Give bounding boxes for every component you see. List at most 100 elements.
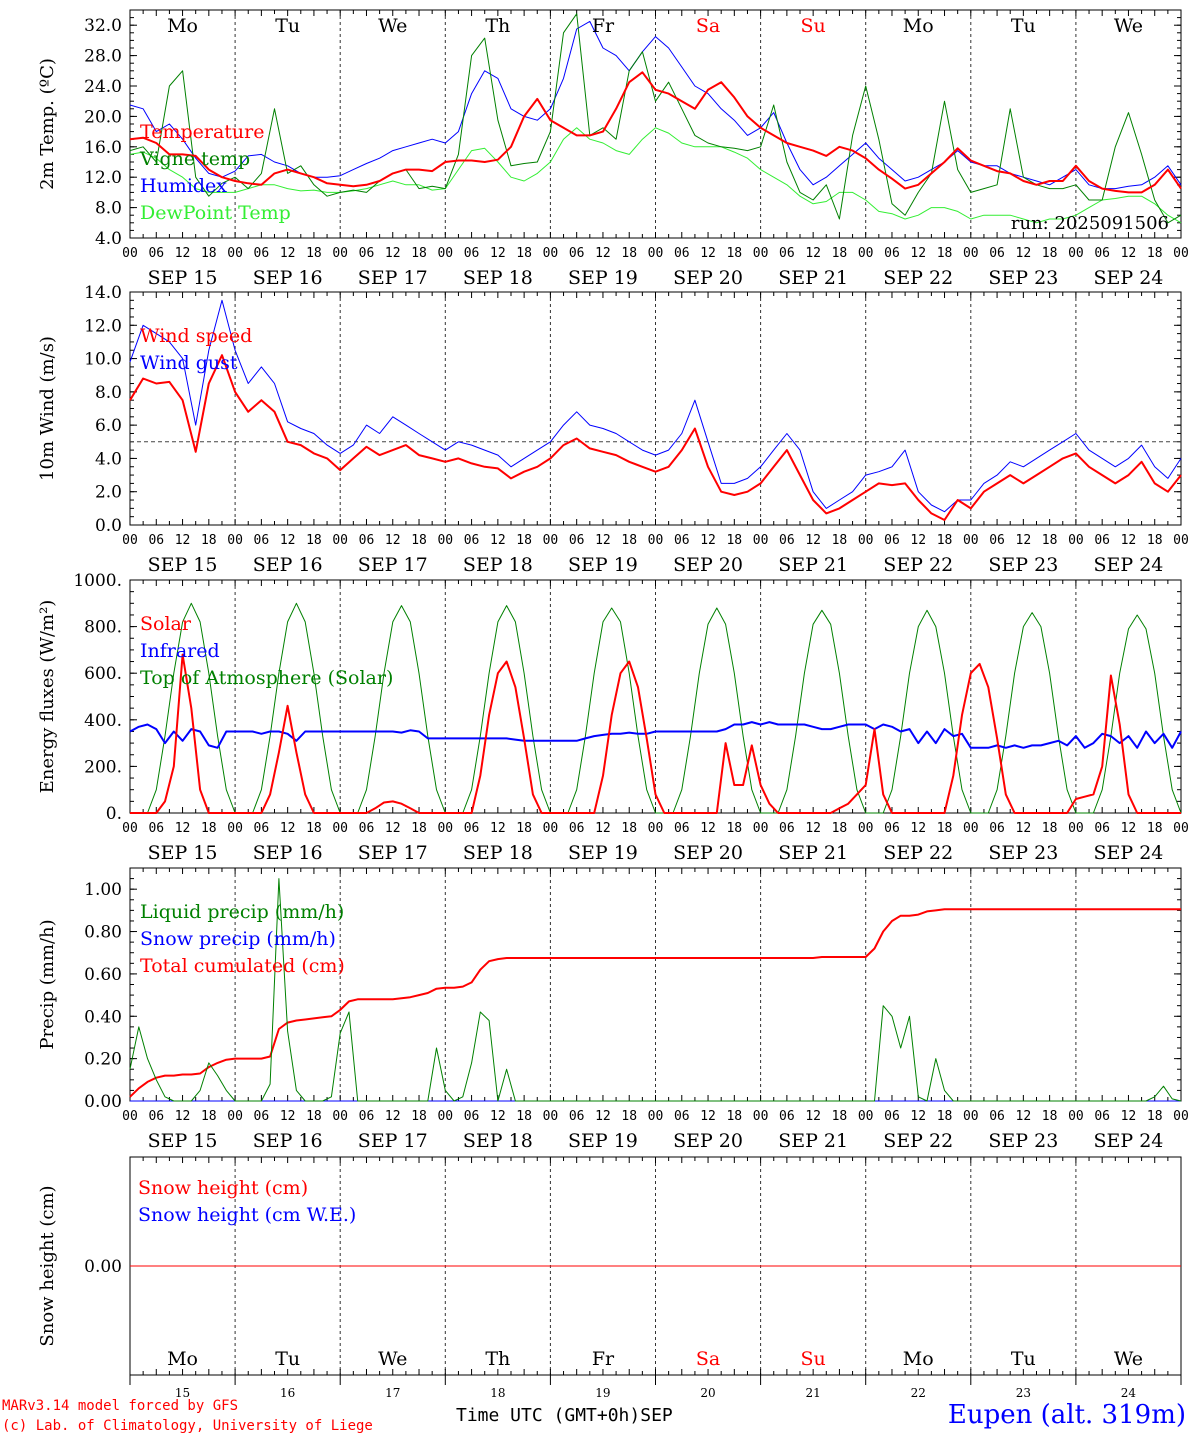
- hour-label: 06: [148, 246, 164, 261]
- hour-label: 06: [569, 533, 585, 548]
- hour-label: 00: [1173, 821, 1189, 836]
- hour-label: 12: [1121, 533, 1137, 548]
- date-label: SEP 18: [463, 554, 533, 576]
- hour-label: 12: [1016, 1109, 1032, 1124]
- hour-label: 00: [437, 821, 453, 836]
- date-label: SEP 21: [778, 1130, 848, 1152]
- series-line-1: [129, 721, 1182, 749]
- y-tick-label: 600.: [84, 664, 122, 684]
- hour-label: 12: [700, 533, 716, 548]
- hour-label: 00: [543, 821, 559, 836]
- day-name: We: [1114, 1348, 1143, 1370]
- hour-label: 12: [595, 246, 611, 261]
- day-number: 17: [385, 1386, 400, 1400]
- hour-label: 00: [122, 246, 138, 261]
- date-label: SEP 22: [883, 842, 953, 864]
- y-axis-label: 2m Temp. (ºC): [37, 58, 58, 190]
- hour-label: 18: [306, 533, 322, 548]
- hour-label: 12: [1121, 246, 1137, 261]
- hour-label: 12: [595, 533, 611, 548]
- day-name: Su: [801, 1348, 826, 1370]
- hour-label: 12: [490, 821, 506, 836]
- y-tick-label: 0.80: [84, 923, 122, 943]
- date-label: SEP 19: [568, 1130, 638, 1152]
- day-number: 19: [595, 1386, 610, 1400]
- hour-label: 18: [726, 821, 742, 836]
- hour-label: 12: [700, 246, 716, 261]
- day-number: 16: [280, 1386, 295, 1400]
- footer-model: MARv3.14 model forced by GFS: [2, 1398, 239, 1414]
- hour-label: 12: [280, 821, 296, 836]
- date-label: SEP 23: [988, 267, 1058, 289]
- hour-label: 18: [411, 821, 427, 836]
- date-label: SEP 19: [568, 842, 638, 864]
- hour-label: 12: [910, 821, 926, 836]
- hour-label: 06: [1094, 821, 1110, 836]
- hour-label: 06: [1094, 1109, 1110, 1124]
- hour-label: 00: [1173, 246, 1189, 261]
- hour-label: 00: [1068, 533, 1084, 548]
- series-line-1: [129, 299, 1182, 513]
- hour-label: 12: [805, 246, 821, 261]
- hour-label: 12: [1121, 821, 1137, 836]
- hour-label: 00: [648, 246, 664, 261]
- hour-label: 12: [1016, 533, 1032, 548]
- y-tick-label: 24.0: [84, 77, 122, 97]
- day-name: Th: [485, 1348, 510, 1370]
- day-name: Sa: [696, 1348, 720, 1370]
- legend-entry: Liquid precip (mm/h): [140, 901, 344, 923]
- hour-label: 12: [1121, 1109, 1137, 1124]
- day-number: 24: [1121, 1386, 1137, 1400]
- hour-label: 00: [332, 246, 348, 261]
- date-label: SEP 24: [1094, 554, 1164, 576]
- date-label: SEP 20: [673, 267, 743, 289]
- hour-label: 18: [937, 533, 953, 548]
- hour-label: 18: [937, 821, 953, 836]
- hour-label: 12: [805, 1109, 821, 1124]
- hour-label: 12: [385, 1109, 401, 1124]
- hour-label: 00: [1173, 1109, 1189, 1124]
- y-tick-label: 8.0: [95, 383, 122, 403]
- date-label: SEP 16: [253, 842, 323, 864]
- run-label: run: 2025091506: [1011, 213, 1169, 234]
- y-tick-label: 16.0: [84, 138, 122, 158]
- hour-label: 06: [674, 1109, 690, 1124]
- hour-label: 18: [306, 1109, 322, 1124]
- hour-label: 18: [1042, 533, 1058, 548]
- xaxis-title: Time UTC (GMT+0h)SEP: [456, 1405, 673, 1426]
- hour-label: 00: [122, 1109, 138, 1124]
- date-label: SEP 16: [253, 1130, 323, 1152]
- hour-label: 18: [832, 533, 848, 548]
- hour-label: 06: [884, 821, 900, 836]
- hour-label: 18: [726, 533, 742, 548]
- day-name: We: [1114, 15, 1143, 37]
- hour-label: 12: [175, 533, 191, 548]
- hour-label: 06: [779, 821, 795, 836]
- hour-label: 00: [753, 246, 769, 261]
- series-line-2: [130, 602, 1182, 814]
- day-name: Mo: [903, 1348, 934, 1370]
- day-name: Fr: [592, 1348, 615, 1370]
- hour-label: 12: [280, 533, 296, 548]
- date-label: SEP 22: [883, 554, 953, 576]
- y-tick-label: 200.: [84, 757, 122, 777]
- hour-label: 12: [175, 821, 191, 836]
- day-name: Tu: [275, 15, 300, 37]
- hour-label: 00: [963, 533, 979, 548]
- y-tick-label: 1000.: [73, 571, 122, 591]
- hour-label: 00: [1068, 246, 1084, 261]
- hour-label: 18: [516, 533, 532, 548]
- hour-label: 00: [648, 821, 664, 836]
- hour-label: 18: [411, 246, 427, 261]
- hour-label: 06: [359, 1109, 375, 1124]
- hour-label: 00: [858, 821, 874, 836]
- legend-entry: Wind gust: [140, 352, 238, 374]
- hour-label: 00: [858, 1109, 874, 1124]
- hour-label: 12: [280, 1109, 296, 1124]
- date-label: SEP 15: [148, 842, 218, 864]
- hour-label: 06: [464, 533, 480, 548]
- y-tick-label: 1.00: [84, 880, 122, 900]
- hour-label: 00: [1173, 533, 1189, 548]
- xaxis-label: Time UTC (GMT+0h): [456, 1405, 641, 1426]
- date-label: SEP 15: [148, 267, 218, 289]
